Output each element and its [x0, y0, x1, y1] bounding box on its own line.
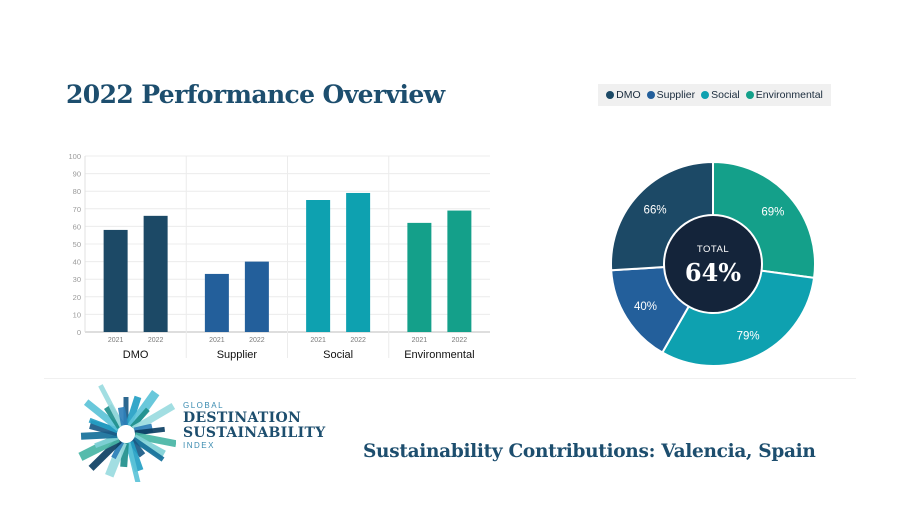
gdsi-logo-icon [78, 384, 176, 482]
bar-environmental-2021 [407, 222, 432, 332]
donut-slice-dmo [610, 160, 714, 272]
donut-slice-social [660, 269, 816, 367]
group-label: Supplier [217, 349, 258, 361]
logo-ray [117, 406, 128, 426]
y-tick-label: 60 [73, 222, 81, 231]
x-tick-label: 2021 [412, 337, 428, 344]
logo-ray [98, 384, 125, 428]
brand-line-index: INDEX [183, 441, 215, 450]
y-tick-label: 20 [73, 293, 81, 302]
legend-label: Social [711, 89, 740, 101]
logo-ray [131, 437, 165, 462]
y-tick-label: 0 [77, 328, 81, 337]
x-tick-label: 2022 [249, 337, 265, 344]
page-title: 2022 Performance Overview [66, 80, 445, 109]
bar-supplier-2021 [204, 273, 229, 332]
logo-ray [131, 434, 166, 459]
legend-label: Supplier [656, 89, 696, 101]
section-divider [44, 378, 856, 379]
donut-center [665, 216, 761, 312]
legend-dot-dmo [606, 91, 615, 99]
group-label: Social [323, 349, 353, 361]
bar-chart: 0 10 20 30 40 50 60 70 80 90 100 2021 2022 DMO 2021 202… [68, 152, 490, 361]
logo-ray [134, 426, 166, 436]
logo-ray [130, 407, 150, 429]
legend-label: DMO [616, 89, 641, 101]
x-tick-label: 2022 [350, 337, 366, 344]
logo-ray [134, 432, 176, 448]
chart-legend: DMO Supplier Social Environmental [598, 84, 831, 106]
footer-caption: Sustainability Contributions: Valencia, … [363, 441, 816, 462]
logo-ray [111, 440, 125, 460]
x-tick-label: 2021 [310, 337, 326, 344]
legend-label: Environmental [755, 89, 823, 101]
donut-center-value: 64% [685, 258, 741, 287]
brand-line-sustainability: SUSTAINABILITY [183, 425, 326, 441]
bar-social-2021 [306, 200, 331, 332]
y-tick-label: 70 [73, 205, 81, 214]
y-tick-label: 100 [68, 152, 81, 161]
logo-center [118, 426, 134, 442]
donut-chart: 69% 79% 40% 66% TOTAL 64% [610, 160, 816, 367]
y-tick-label: 80 [73, 187, 81, 196]
y-tick-label: 90 [73, 170, 81, 179]
x-tick-label: 2022 [148, 337, 164, 344]
slice-label: 66% [644, 205, 667, 217]
legend-dot-supplier [646, 91, 655, 99]
bar-supplier-2022 [244, 261, 269, 332]
donut-center-label: TOTAL [697, 244, 729, 255]
slice-label: 40% [634, 301, 657, 313]
bar-environmental-2022 [447, 210, 472, 332]
y-tick-label: 10 [73, 310, 81, 319]
logo-ray [131, 402, 176, 433]
legend-item-supplier: Supplier [646, 89, 696, 101]
logo-ray [105, 440, 127, 478]
x-tick-label: 2021 [209, 337, 225, 344]
legend-dot-environmental [745, 91, 754, 99]
slice-label: 69% [761, 207, 784, 219]
legend-dot-social [701, 91, 710, 99]
gdsi-brand-text: GLOBAL DESTINATION SUSTAINABILITY INDEX [183, 401, 326, 451]
legend-item-social: Social [701, 89, 740, 101]
logo-ray [125, 395, 142, 427]
group-label: Environmental [404, 349, 474, 361]
legend-item-dmo: DMO [606, 89, 641, 101]
donut-slice-environmental [712, 160, 816, 279]
y-tick-label: 30 [73, 275, 81, 284]
logo-ray [88, 437, 123, 471]
group-label: DMO [123, 349, 149, 361]
x-tick-label: 2022 [452, 337, 468, 344]
bar-dmo-2022 [143, 215, 168, 332]
legend-item-environmental: Environmental [745, 89, 823, 101]
bar-social-2022 [346, 192, 371, 332]
logo-ray [83, 399, 122, 432]
x-tick-label: 2021 [108, 337, 124, 344]
brand-line-destination: DESTINATION [183, 410, 302, 426]
logo-ray [125, 442, 144, 482]
brand-line-global: GLOBAL [183, 401, 225, 410]
y-tick-label: 40 [73, 258, 81, 267]
logo-ray [88, 417, 119, 434]
slice-label: 79% [737, 330, 760, 342]
y-tick-label: 50 [73, 240, 81, 249]
bar-dmo-2021 [103, 229, 128, 332]
